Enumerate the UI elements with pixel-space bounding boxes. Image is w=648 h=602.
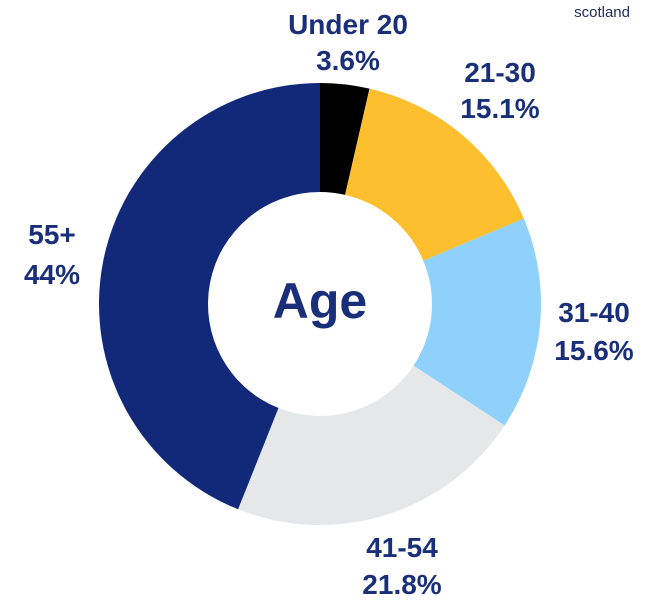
label-55-plus: 55+: [28, 219, 76, 250]
value-31-40: 15.6%: [554, 335, 633, 366]
label-under-20: Under 20: [288, 9, 408, 40]
value-55-plus: 44%: [24, 259, 80, 290]
slice-55-plus: [98, 83, 320, 510]
donut-slices: [98, 83, 541, 525]
value-under-20: 3.6%: [316, 45, 380, 76]
value-21-30: 15.1%: [460, 93, 539, 124]
center-label: Age: [273, 273, 367, 329]
slice-31-40: [413, 218, 541, 426]
value-41-54: 21.8%: [362, 569, 441, 600]
label-41-54: 41-54: [366, 532, 438, 563]
slice-41-54: [238, 365, 505, 525]
label-31-40: 31-40: [558, 297, 630, 328]
slice-under-20: [320, 83, 370, 195]
label-21-30: 21-30: [464, 57, 536, 88]
brand-text: scotland: [574, 4, 630, 21]
slice-21-30: [345, 88, 524, 261]
